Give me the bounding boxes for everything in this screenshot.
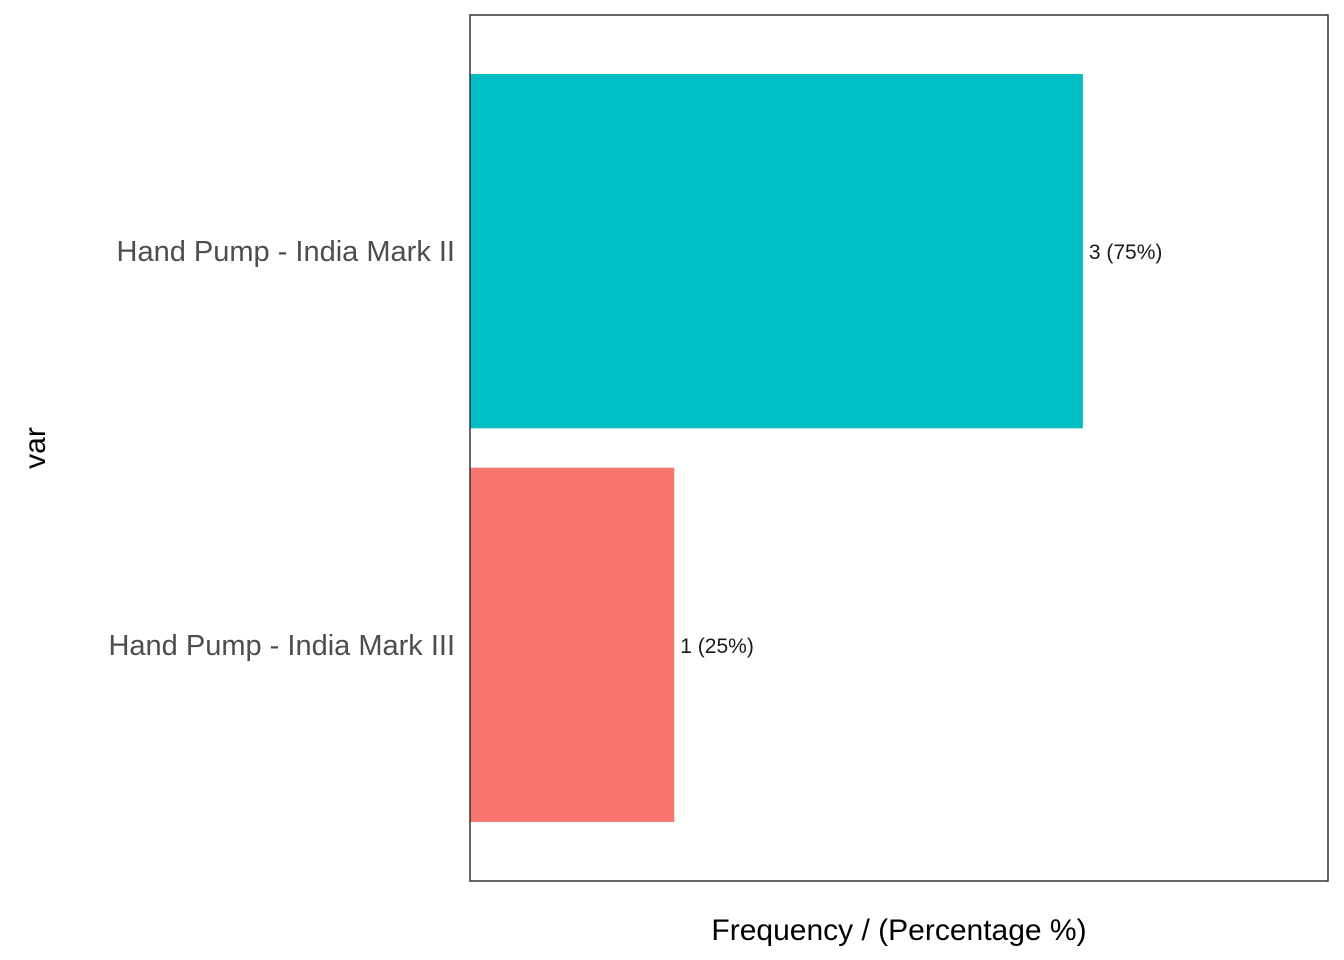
y-tick-label-2: Hand Pump - India Mark III <box>108 630 455 662</box>
data-label-1: 3 (75%) <box>1089 241 1163 264</box>
plot-border <box>469 14 1329 882</box>
bars-layer <box>470 74 1083 822</box>
y-tick-label-1: Hand Pump - India Mark II <box>117 236 455 268</box>
bar-1 <box>470 74 1083 429</box>
y-axis-title: var <box>19 427 52 469</box>
x-axis-title: Frequency / (Percentage %) <box>711 914 1086 947</box>
bar-2 <box>470 467 675 822</box>
labels-layer: 3 (75%) Hand Pump - India Mark II 1 (25%) H… <box>108 236 1162 662</box>
data-label-2: 1 (25%) <box>680 635 754 658</box>
